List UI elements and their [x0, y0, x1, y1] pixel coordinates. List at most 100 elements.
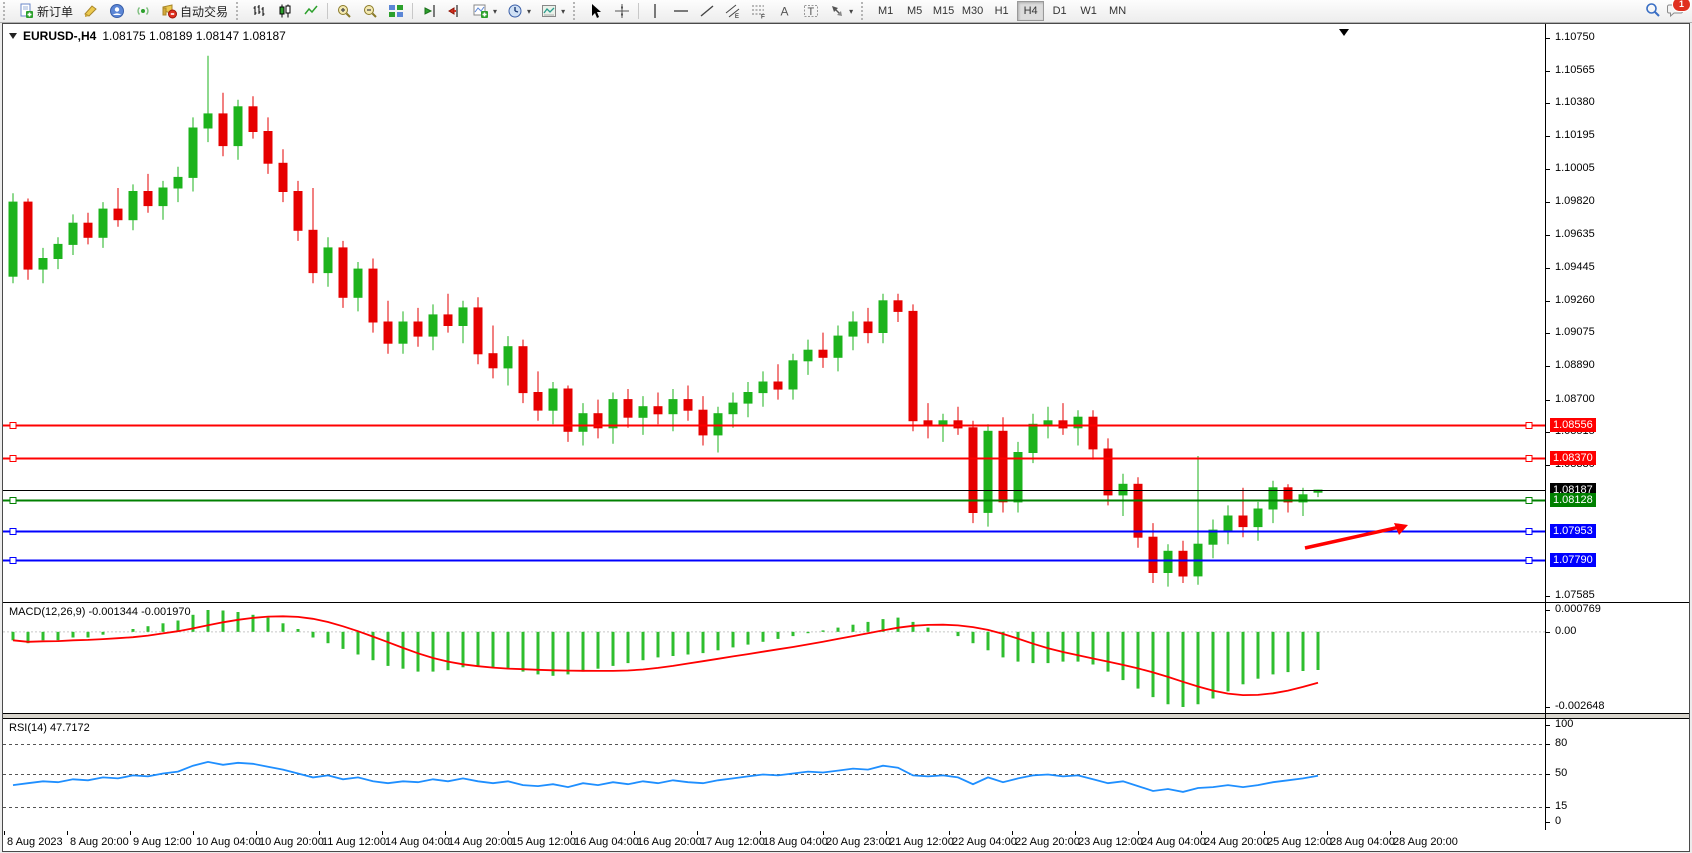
community-button[interactable] — [104, 0, 130, 22]
timeframe-button-d1[interactable]: D1 — [1052, 5, 1067, 17]
candle-body — [353, 268, 363, 298]
candle-body — [53, 243, 63, 259]
candle-body — [413, 321, 423, 337]
time-tick-label: 20 Aug 23:00 — [826, 836, 891, 848]
signals-button[interactable] — [130, 0, 156, 22]
text-label-button[interactable]: T — [798, 0, 824, 22]
chat-button[interactable]: 1 — [1667, 0, 1691, 21]
price-tick-label: 1.09635 — [1555, 228, 1595, 240]
zoom-in-button[interactable] — [331, 0, 357, 22]
price-tick-mark — [1546, 301, 1550, 302]
candle-body — [218, 113, 228, 147]
trendline-button[interactable] — [694, 0, 720, 22]
timeframe-button-mn[interactable]: MN — [1109, 5, 1127, 17]
timeframe-button-h4[interactable]: H4 — [1017, 1, 1045, 21]
candle-body — [548, 388, 558, 411]
search-icon[interactable] — [1645, 2, 1661, 21]
toolbar-grip[interactable] — [861, 2, 868, 20]
price-tick-mark — [1546, 235, 1550, 236]
line-handle[interactable] — [9, 497, 17, 504]
line-handle[interactable] — [9, 528, 17, 535]
new-order-button[interactable]: 新订单 — [13, 0, 78, 22]
timeframe-button-m5[interactable]: M5 — [906, 5, 923, 17]
time-tick-mark — [1138, 831, 1139, 835]
line-chart-button[interactable] — [298, 0, 324, 22]
bar-chart-button[interactable] — [246, 0, 272, 22]
time-tick-label: 10 Aug 04:00 — [196, 836, 261, 848]
toolbar-right: 1 — [1645, 0, 1692, 21]
timeframe-button-w1[interactable]: W1 — [1080, 5, 1097, 17]
chart-title: EURUSD-,H4 1.08175 1.08189 1.08147 1.081… — [9, 29, 286, 43]
chart-menu-icon[interactable] — [9, 33, 17, 39]
rsi-pane[interactable] — [3, 719, 1545, 830]
price-tick-label: 80 — [1555, 737, 1568, 749]
candle-body — [533, 392, 543, 411]
timeframe-button-h1[interactable]: H1 — [994, 5, 1009, 17]
chevron-down-icon: ▾ — [527, 6, 532, 16]
templates-button[interactable]: ▾ — [536, 0, 570, 22]
chart-shift-button[interactable] — [442, 0, 468, 22]
autotrading-button[interactable]: 自动交易 — [156, 0, 233, 22]
metaeditor-button[interactable] — [78, 0, 104, 22]
candle-body — [893, 300, 903, 312]
crosshair-button[interactable] — [609, 0, 635, 22]
price-tick-mark — [1546, 725, 1550, 726]
price-tick-mark — [1546, 136, 1550, 137]
macd-pane[interactable] — [3, 603, 1545, 713]
price-axis[interactable]: 1.10750 1.10565 1.10380 1.10195 1.10005 1.098… — [1546, 24, 1689, 831]
arrows-button[interactable]: ▾ — [824, 0, 858, 22]
time-tick-label: 22 Aug 20:00 — [1015, 836, 1080, 848]
candlestick-chart-button[interactable] — [272, 0, 298, 22]
line-handle[interactable] — [1525, 557, 1533, 564]
line-handle[interactable] — [9, 422, 17, 429]
cursor-button[interactable] — [583, 0, 609, 22]
macd-chart[interactable] — [3, 603, 1545, 713]
pane-separator[interactable] — [3, 713, 1689, 714]
red-arrow-annotation[interactable] — [1304, 524, 1403, 550]
candle-body — [593, 413, 603, 429]
timeframe-button-m30[interactable]: M30 — [961, 5, 984, 17]
chart-shift-marker[interactable] — [1339, 29, 1349, 36]
line-handle[interactable] — [1525, 455, 1533, 462]
rsi-chart[interactable] — [3, 719, 1545, 830]
line-handle[interactable] — [1525, 497, 1533, 504]
line-handle[interactable] — [9, 455, 17, 462]
price-tick-mark — [1546, 202, 1550, 203]
candle-body — [788, 360, 798, 390]
candle-body — [188, 127, 198, 178]
candle-body — [608, 399, 618, 429]
candlestick-chart[interactable] — [3, 25, 1545, 602]
toolbar-grip[interactable] — [236, 2, 243, 20]
equidistant-channel-button[interactable]: E — [720, 0, 746, 22]
timeframe-button-m1[interactable]: M1 — [877, 5, 894, 17]
zoom-out-button[interactable] — [357, 0, 383, 22]
time-axis[interactable]: 8 Aug 2023 8 Aug 20:00 9 Aug 12:00 10 Aug 0… — [3, 831, 1689, 851]
pane-separator[interactable] — [3, 718, 1689, 719]
toolbar-grip[interactable] — [3, 2, 10, 20]
periods-button[interactable]: ▾ — [502, 0, 536, 22]
line-handle[interactable] — [9, 557, 17, 564]
trendline-icon — [699, 3, 715, 19]
text-label-icon: T — [803, 3, 819, 19]
tile-windows-button[interactable] — [383, 0, 409, 22]
timeframe-button-m15[interactable]: M15 — [932, 5, 955, 17]
candle-body — [938, 420, 948, 425]
text-button[interactable]: A — [772, 0, 798, 22]
line-handle[interactable] — [1525, 422, 1533, 429]
main-chart-pane[interactable] — [3, 25, 1545, 602]
pane-separator[interactable] — [3, 602, 1689, 603]
new-order-label: 新订单 — [37, 4, 74, 19]
red-arrow-head[interactable] — [1394, 523, 1408, 535]
chart-shift-icon — [447, 3, 463, 19]
fibonacci-button[interactable]: F — [746, 0, 772, 22]
indicators-button[interactable]: ▾ — [468, 0, 502, 22]
vertical-line-button[interactable] — [642, 0, 668, 22]
horizontal-line-button[interactable] — [668, 0, 694, 22]
toolbar-grip[interactable] — [573, 2, 580, 20]
price-tick-label: 1.10005 — [1555, 162, 1595, 174]
price-line-value-label: 1.07790 — [1550, 553, 1596, 567]
auto-scroll-button[interactable] — [416, 0, 442, 22]
time-tick-label: 21 Aug 12:00 — [889, 836, 954, 848]
line-handle[interactable] — [1525, 528, 1533, 535]
price-tick-label: 1.09260 — [1555, 294, 1595, 306]
